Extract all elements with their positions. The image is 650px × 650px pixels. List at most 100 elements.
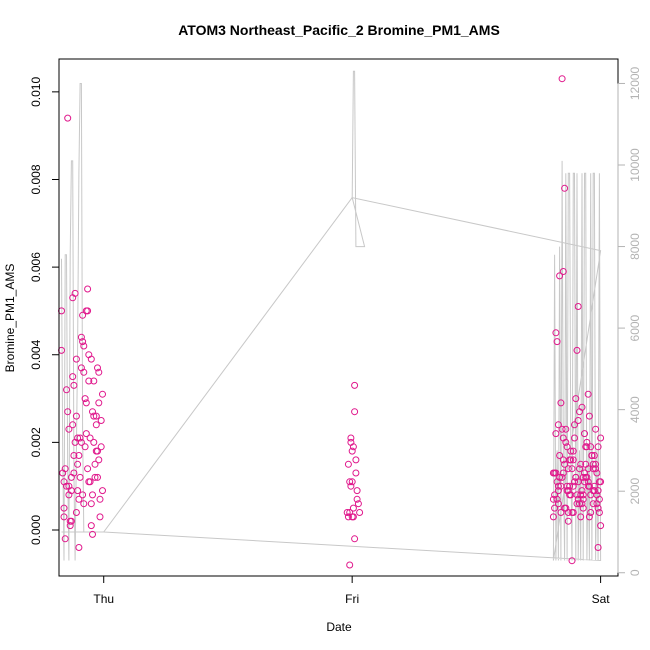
data-point [561, 460, 569, 468]
data-point [81, 443, 89, 451]
data-point [554, 500, 562, 508]
secondary-y-tick-label: 8000 [628, 233, 642, 260]
y-tick-label: 0.002 [29, 427, 43, 457]
secondary-series-line [61, 70, 602, 562]
data-point [65, 425, 73, 433]
data-point [95, 399, 103, 407]
data-point [584, 390, 592, 398]
data-point [76, 434, 84, 442]
data-point [89, 491, 96, 499]
data-point [549, 513, 557, 521]
data-point [94, 364, 101, 372]
data-point [569, 456, 577, 464]
data-point [549, 469, 557, 477]
data-point [562, 425, 570, 433]
y-axis: 0.000 0.002 0.004 0.006 0.008 0.010 [29, 77, 60, 545]
data-point [352, 469, 360, 477]
secondary-y-tick-label: 10000 [628, 148, 642, 182]
data-point [556, 452, 564, 459]
data-point [576, 500, 583, 508]
data-point [354, 500, 362, 508]
data-point [564, 465, 572, 473]
data-point [92, 412, 100, 420]
data-point [69, 373, 77, 381]
data-point [72, 509, 80, 516]
data-point [574, 303, 582, 310]
data-point [553, 338, 561, 346]
data-point [574, 478, 582, 486]
data-point [75, 452, 83, 459]
secondary-y-tick-label: 4000 [628, 396, 642, 423]
data-point [343, 509, 351, 516]
data-point [79, 338, 87, 346]
data-point [592, 460, 600, 468]
data-point [576, 465, 583, 473]
data-point [85, 478, 93, 486]
data-point [75, 544, 83, 551]
data-point [558, 425, 566, 433]
data-point [594, 544, 602, 551]
data-point [84, 285, 92, 293]
data-point [554, 421, 562, 429]
data-point [559, 469, 567, 477]
data-point [90, 438, 98, 446]
data-point [97, 417, 105, 424]
data-point [95, 368, 103, 376]
data-point [589, 500, 597, 508]
data-point [61, 535, 69, 543]
data-point [90, 377, 98, 385]
data-point [96, 495, 104, 503]
data-point [579, 495, 587, 503]
data-point [584, 465, 592, 473]
data-point [82, 430, 90, 438]
data-point [557, 482, 565, 490]
data-point [571, 434, 578, 442]
data-point [63, 386, 70, 394]
secondary-line-layer [61, 70, 602, 562]
data-point [349, 504, 357, 512]
data-point [72, 355, 80, 363]
data-point [588, 452, 596, 459]
data-point [568, 557, 576, 565]
data-point [585, 412, 593, 420]
y-axis-label: Bromine_PM1_AMS [3, 264, 17, 373]
data-point [553, 495, 561, 503]
chart-title: ATOM3 Northeast_Pacific_2 Bromine_PM1_AM… [178, 22, 500, 38]
data-point [572, 395, 580, 403]
data-point [344, 460, 352, 468]
data-point [564, 509, 572, 516]
data-point [574, 417, 582, 424]
data-point [567, 447, 575, 455]
data-point [70, 469, 78, 477]
data-point [66, 522, 74, 530]
secondary-y-axis: 0 2000 4000 6000 8000 10000 12000 [617, 66, 642, 576]
data-point [64, 114, 72, 122]
data-point [346, 478, 354, 486]
secondary-y-tick-label: 2000 [628, 478, 642, 505]
data-point [347, 434, 355, 442]
data-point [594, 504, 602, 512]
data-point [97, 443, 105, 451]
points-layer [58, 75, 605, 569]
data-point [74, 460, 82, 468]
data-point [573, 500, 581, 508]
data-point [566, 491, 574, 499]
data-point [585, 482, 593, 490]
data-point [91, 473, 99, 481]
data-point [582, 443, 590, 451]
data-point [89, 530, 96, 538]
data-point [91, 460, 99, 468]
x-axis-label: Date [326, 620, 352, 634]
data-point [563, 443, 571, 451]
data-point [571, 478, 578, 486]
data-point [87, 500, 95, 508]
data-point [80, 342, 88, 350]
data-point [92, 447, 100, 455]
data-point [77, 438, 85, 446]
data-point [579, 473, 587, 481]
data-point [99, 390, 106, 398]
data-point [554, 482, 562, 490]
data-point [561, 184, 569, 192]
data-point [348, 478, 356, 486]
data-point [590, 452, 598, 459]
